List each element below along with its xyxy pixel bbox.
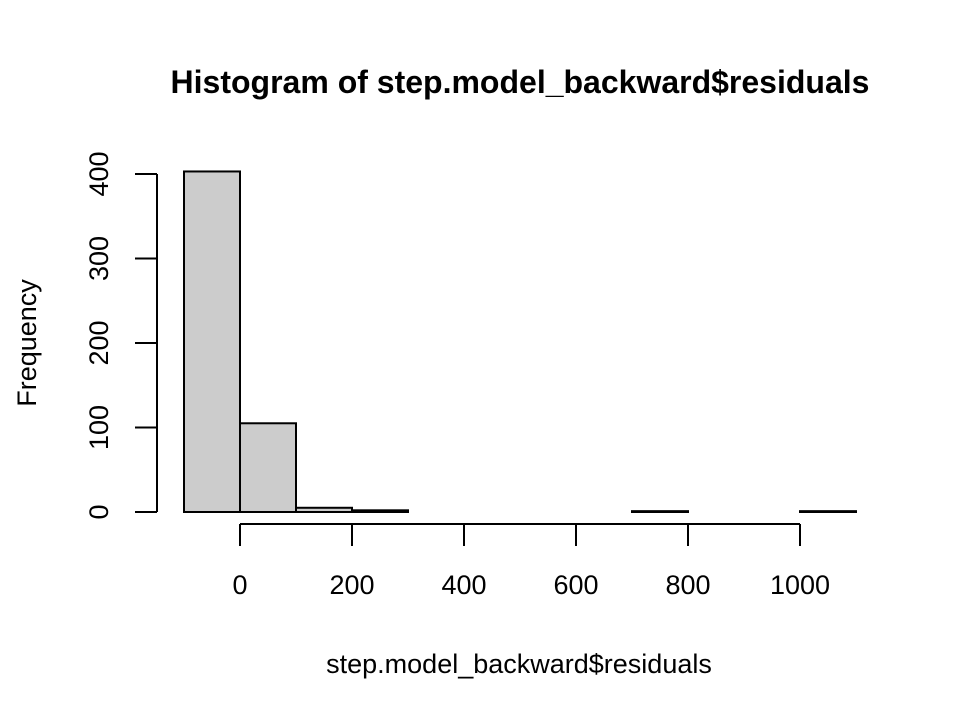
- x-tick-label-2: 400: [441, 570, 486, 600]
- histogram-bar-1: [239, 422, 297, 513]
- histogram-bar-3: [351, 509, 409, 513]
- y-tick-label-0: 0: [84, 504, 114, 519]
- histogram-bar-2: [295, 506, 353, 513]
- x-tick-label-5: 1000: [770, 570, 830, 600]
- y-tick-label-1: 100: [84, 405, 114, 450]
- y-tick-label-4: 400: [84, 151, 114, 196]
- x-tick-label-3: 600: [553, 570, 598, 600]
- y-tick-label-3: 300: [84, 236, 114, 281]
- x-axis: 0 200 400 600 800 1000: [232, 523, 830, 600]
- y-tick-label-2: 200: [84, 320, 114, 365]
- x-axis-title: step.model_backward$residuals: [326, 649, 712, 679]
- histogram-bar-0: [183, 170, 241, 513]
- bars-group: [183, 170, 857, 513]
- chart-title: Histogram of step.model_backward$residua…: [171, 64, 870, 100]
- x-tick-label-1: 200: [329, 570, 374, 600]
- x-tick-label-0: 0: [232, 570, 247, 600]
- histogram-bar-8: [631, 510, 689, 513]
- y-axis: 0 100 200 300 400: [84, 151, 158, 520]
- histogram-bar-11: [799, 510, 857, 513]
- y-axis-title: Frequency: [12, 279, 42, 407]
- x-tick-label-4: 800: [665, 570, 710, 600]
